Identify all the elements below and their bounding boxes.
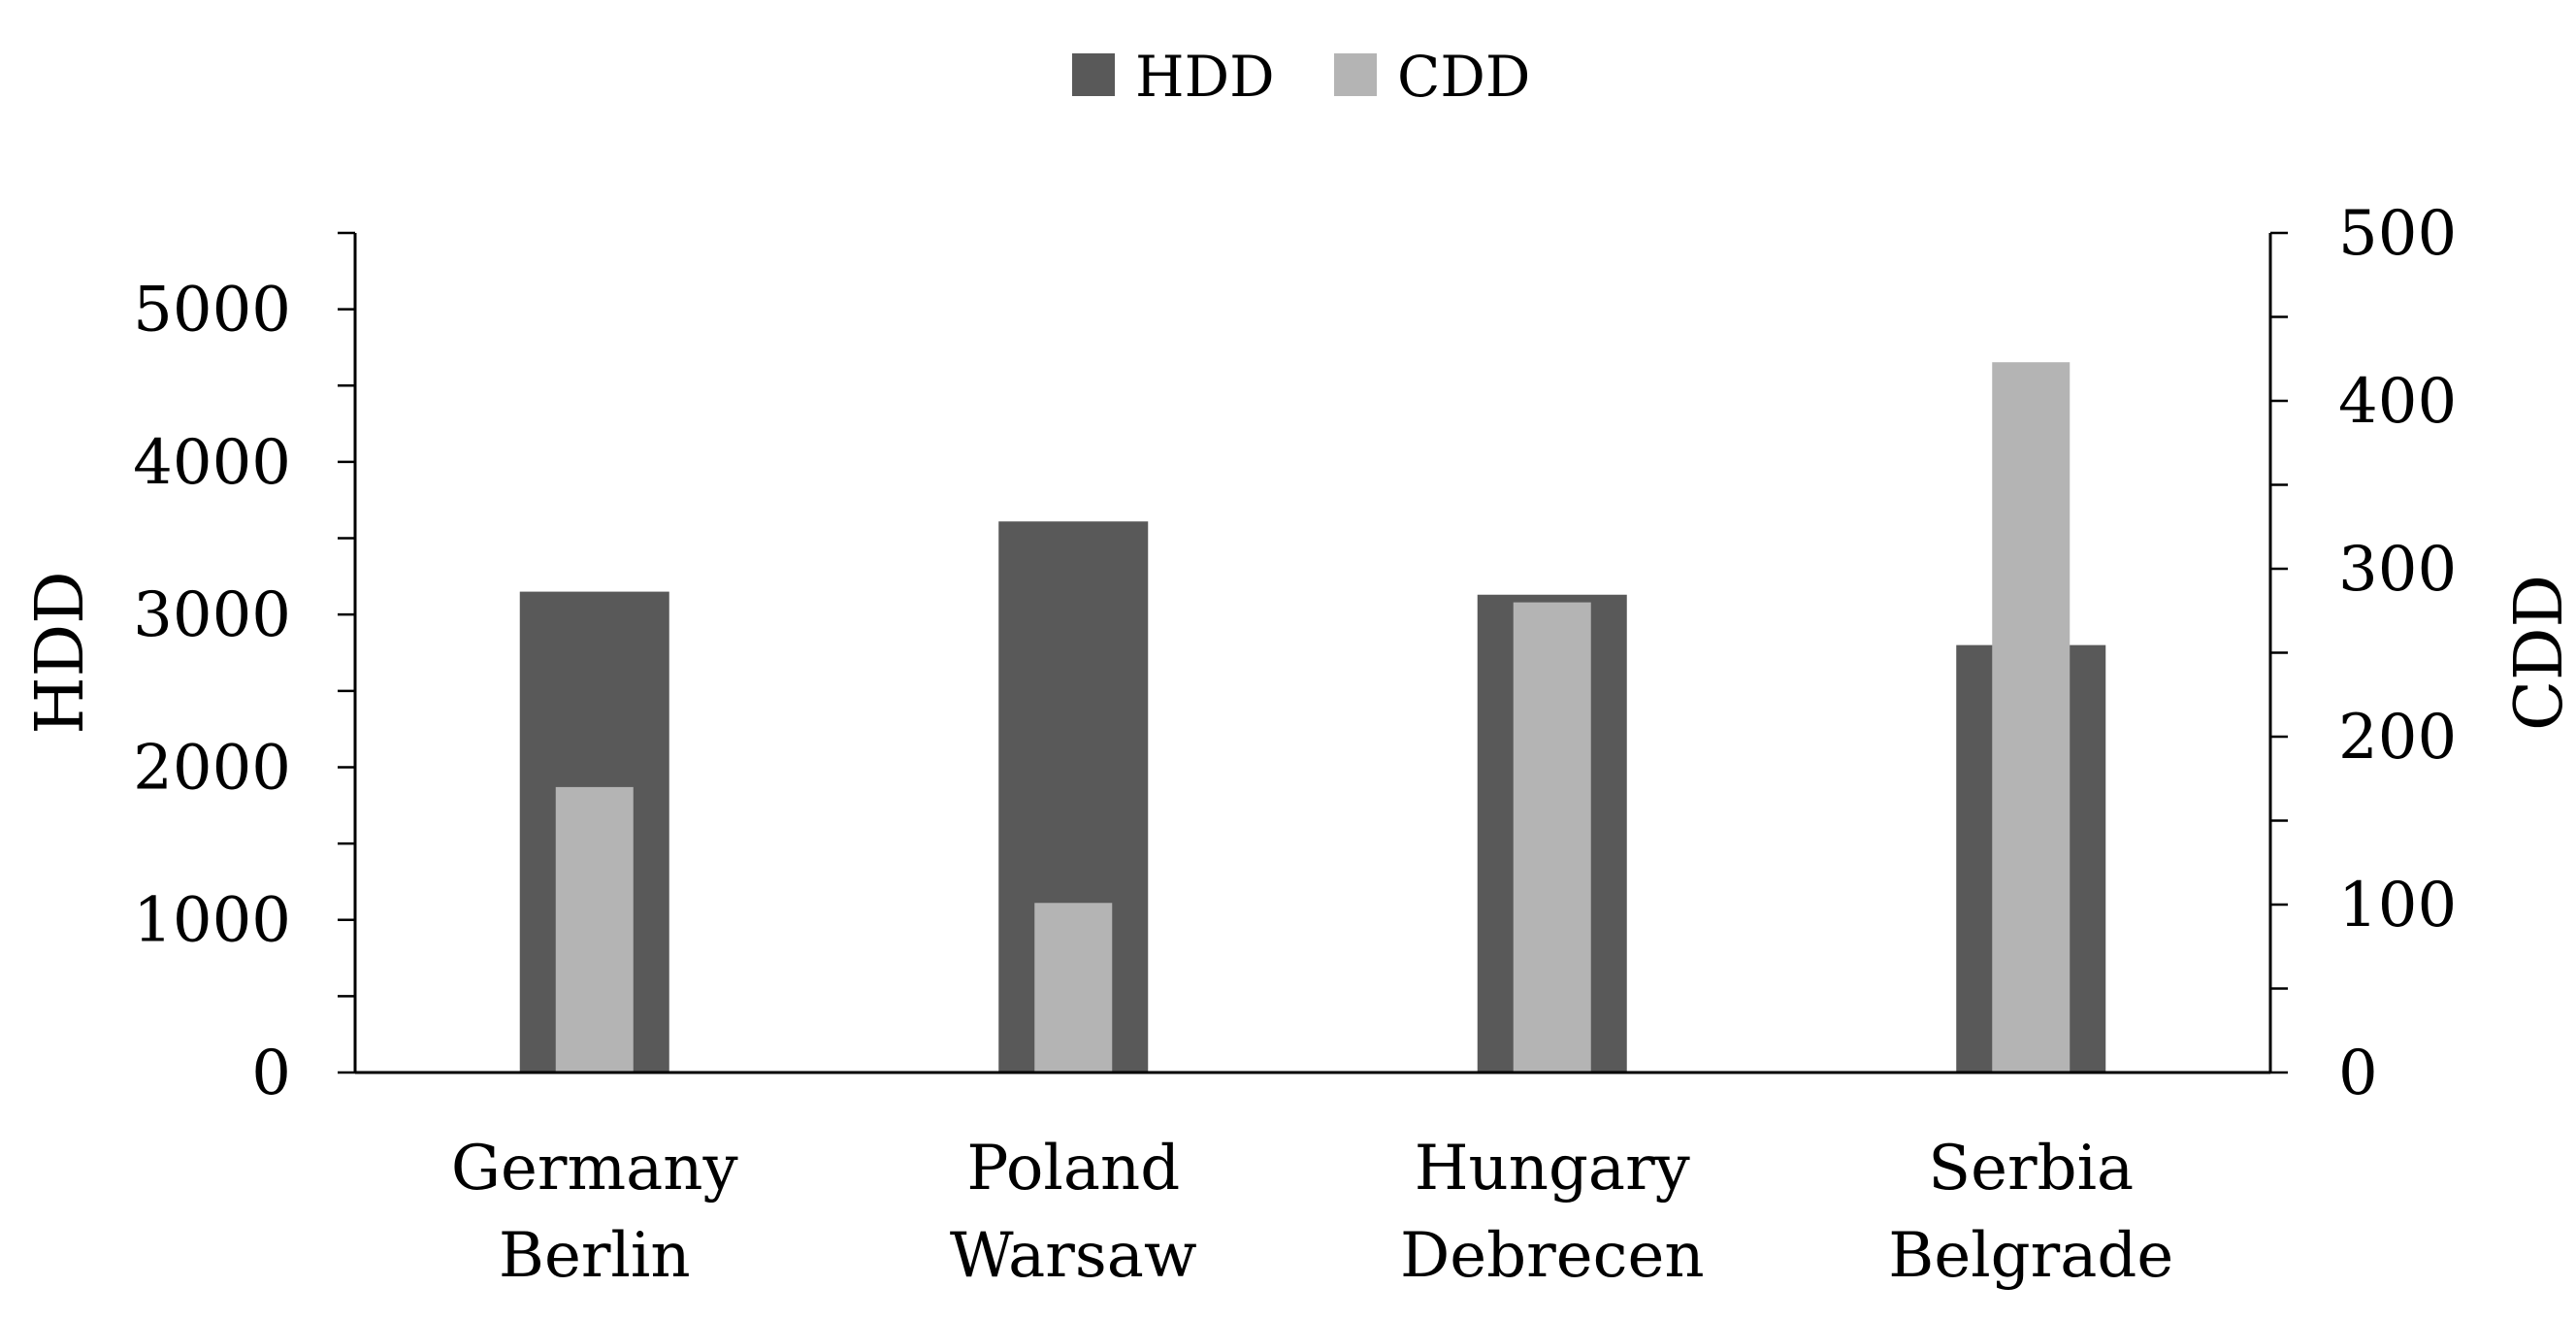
category-label-4-line-2: Belgrade	[1888, 1220, 2173, 1292]
category-label-3-line-1: Hungary	[1415, 1133, 1690, 1204]
category-label-3-line-2: Debrecen	[1400, 1220, 1705, 1292]
labels: Germany Berlin Poland Warsaw Hungary Debrecen…	[22, 198, 2576, 1292]
right-tick-label-400: 400	[2338, 366, 2457, 438]
left-tick-label-5000: 5000	[133, 275, 291, 346]
category-label-4-line-1: Serbia	[1928, 1133, 2134, 1204]
right-tick-label-300: 300	[2338, 534, 2457, 606]
category-label-1-line-1: Germany	[451, 1133, 738, 1204]
legend: HDD CDD	[1072, 44, 1530, 110]
legend-label-cdd: CDD	[1397, 44, 1530, 110]
cdd-bar-1	[555, 786, 634, 1072]
left-tick-label-4000: 4000	[133, 427, 291, 499]
right-tick-label-100: 100	[2338, 870, 2457, 941]
left-axis-title: HDD	[22, 571, 99, 734]
category-label-2-line-2: Warsaw	[950, 1220, 1197, 1292]
bars	[519, 362, 2106, 1073]
right-axis-title: CDD	[2501, 575, 2576, 731]
left-tick-label-0: 0	[251, 1038, 291, 1109]
left-tick-label-3000: 3000	[133, 579, 291, 651]
category-label-2-line-1: Poland	[966, 1133, 1180, 1204]
right-tick-label-0: 0	[2338, 1038, 2378, 1109]
cdd-bar-3	[1513, 602, 1591, 1072]
left-tick-label-1000: 1000	[133, 885, 291, 957]
cdd-bar-2	[1034, 903, 1113, 1072]
legend-label-hdd: HDD	[1135, 44, 1275, 110]
axes	[338, 231, 2288, 1074]
right-tick-label-200: 200	[2338, 702, 2457, 774]
category-label-1-line-2: Berlin	[499, 1220, 691, 1292]
right-tick-label-500: 500	[2338, 198, 2457, 270]
cdd-bar-4	[1992, 362, 2071, 1073]
legend-swatch-cdd	[1334, 53, 1377, 96]
left-tick-label-2000: 2000	[133, 732, 291, 804]
legend-swatch-hdd	[1072, 53, 1115, 96]
